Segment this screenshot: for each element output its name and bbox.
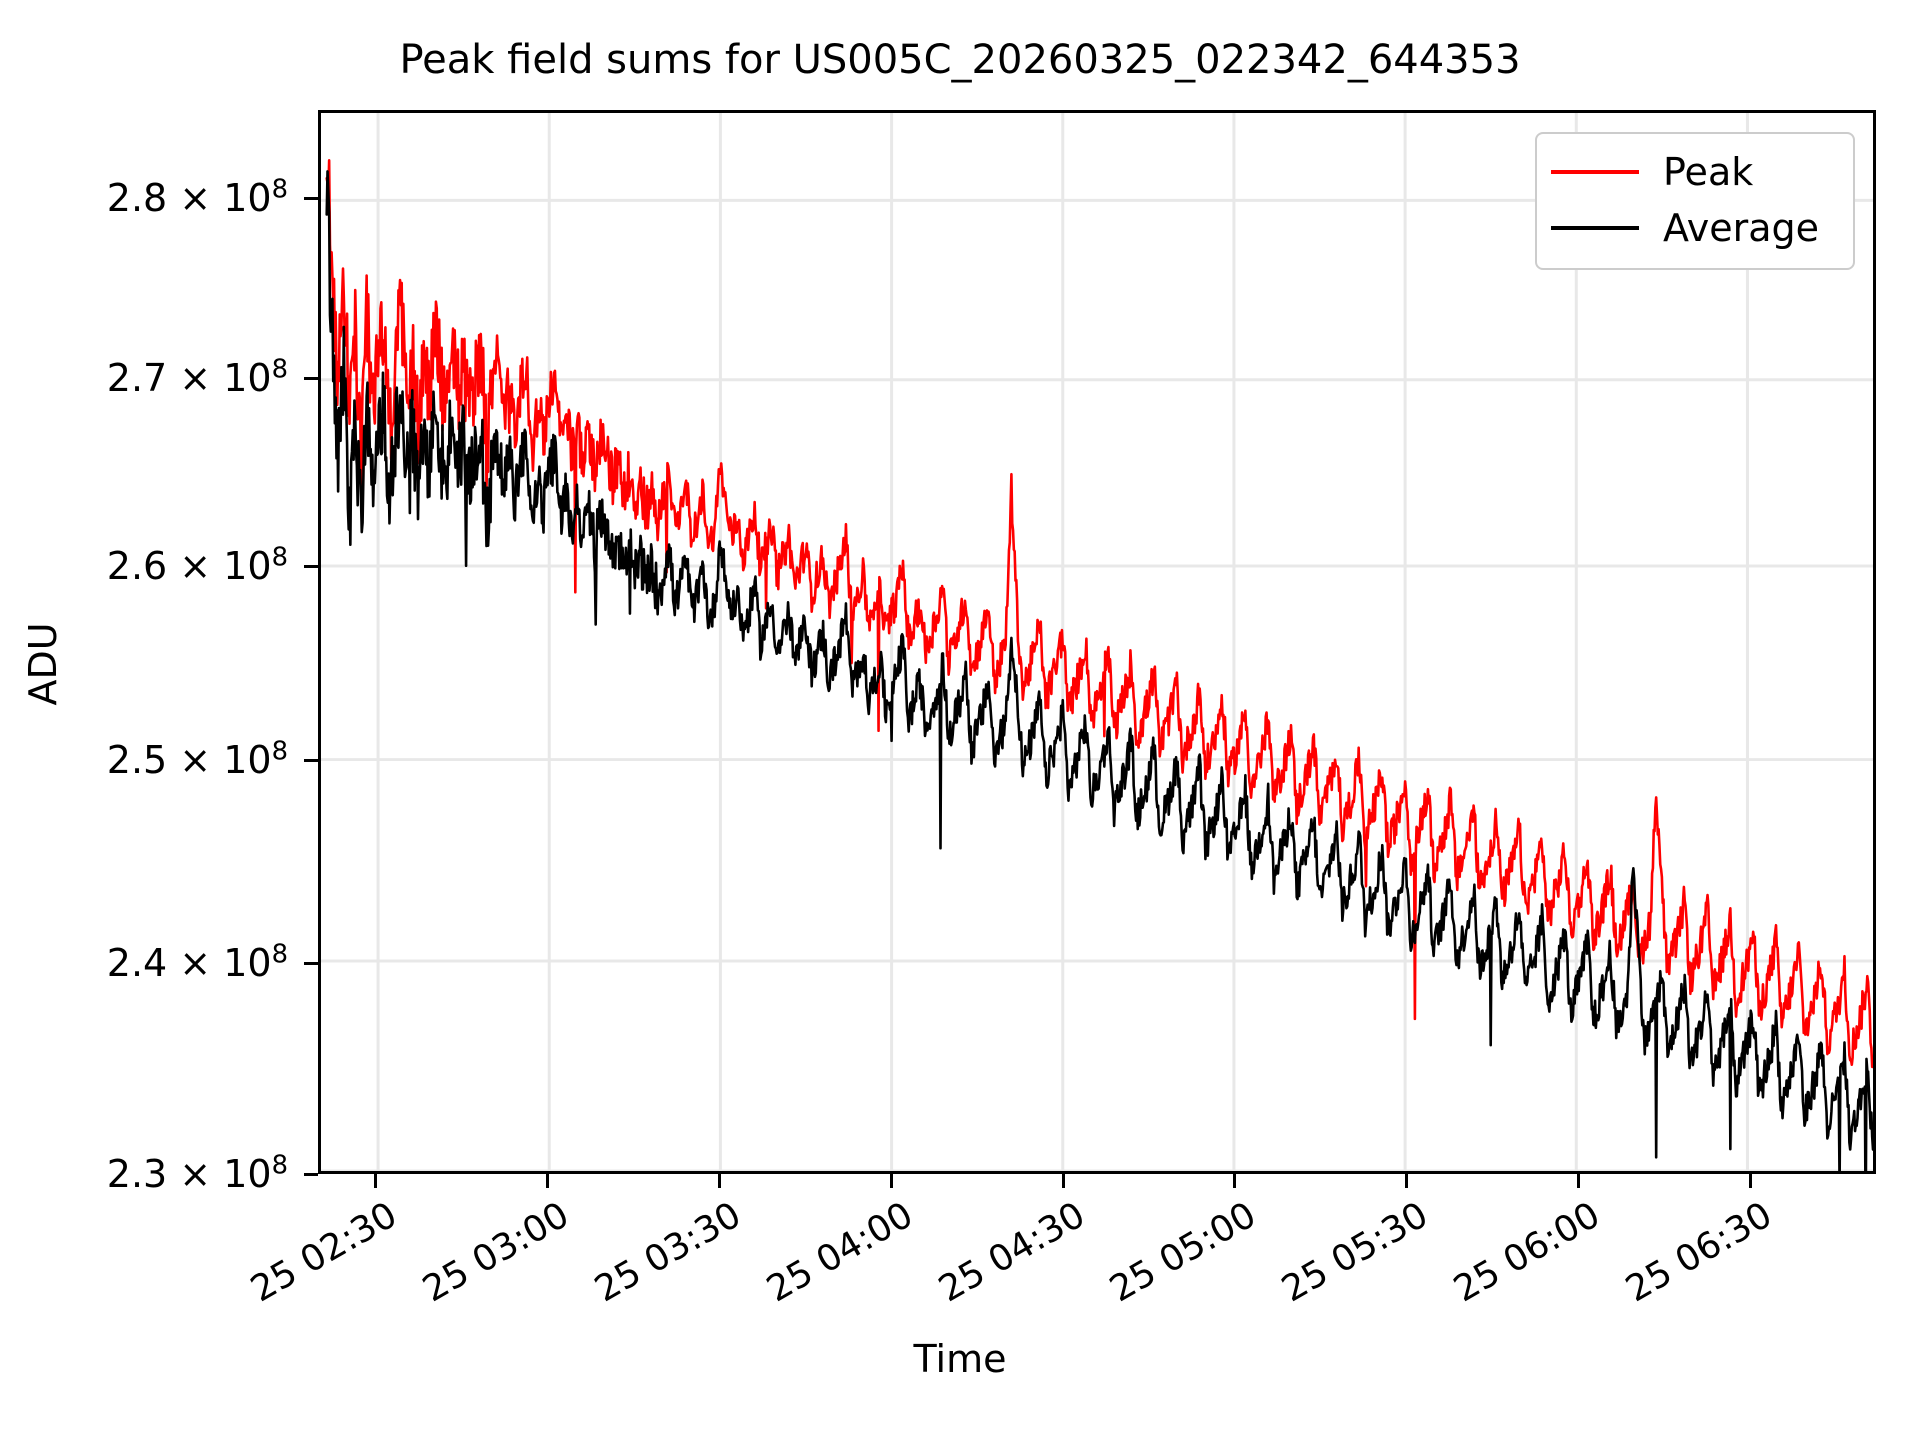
y-tick-mark xyxy=(304,961,318,965)
x-axis-label: Time xyxy=(913,1337,1007,1381)
data-series-peak xyxy=(325,159,1873,1069)
legend-item-peak[interactable]: Peak xyxy=(1551,144,1839,200)
x-tick-mark xyxy=(374,1174,378,1188)
legend-label-peak: Peak xyxy=(1663,150,1754,194)
y-tick-mark xyxy=(304,564,318,568)
x-tick-label: 25 03:00 xyxy=(416,1194,577,1311)
y-tick-mark xyxy=(304,1173,318,1176)
x-tick-mark xyxy=(1577,1174,1581,1188)
plot-canvas xyxy=(321,113,1873,1171)
y-tick-label: 2.5 × 108 xyxy=(106,736,288,783)
plot-area xyxy=(318,110,1876,1174)
y-tick-label: 2.7 × 108 xyxy=(106,354,288,401)
x-tick-label: 25 06:30 xyxy=(1619,1194,1779,1311)
x-tick-mark xyxy=(1748,1174,1752,1188)
y-axis-label: ADU xyxy=(21,622,65,706)
data-series-average xyxy=(325,170,1873,1171)
y-tick-label: 2.3 × 108 xyxy=(106,1150,288,1196)
x-tick-label: 25 05:00 xyxy=(1103,1194,1264,1311)
y-tick-mark xyxy=(304,759,318,763)
y-tick-label: 2.6 × 108 xyxy=(106,541,288,588)
y-tick-label: 2.4 × 108 xyxy=(106,939,288,985)
x-tick-mark xyxy=(1405,1174,1409,1188)
y-tick-label: 2.8 × 108 xyxy=(106,174,288,220)
legend-item-average[interactable]: Average xyxy=(1551,200,1839,256)
x-tick-mark xyxy=(889,1174,893,1188)
legend-swatch-peak xyxy=(1551,170,1639,174)
page-title: Peak field sums for US005C_20260325_0223… xyxy=(399,37,1521,83)
x-tick-label: 25 04:00 xyxy=(759,1194,920,1311)
y-tick-mark xyxy=(304,196,318,200)
x-tick-mark xyxy=(546,1174,550,1188)
x-tick-label: 25 05:30 xyxy=(1275,1194,1436,1311)
x-tick-label: 25 02:30 xyxy=(244,1194,405,1311)
chart-legend[interactable]: Peak Average xyxy=(1535,132,1855,270)
legend-label-average: Average xyxy=(1663,206,1820,250)
x-tick-label: 25 06:00 xyxy=(1447,1194,1608,1311)
x-tick-label: 25 04:30 xyxy=(931,1194,1092,1311)
data-series-group xyxy=(325,159,1873,1171)
y-tick-mark xyxy=(304,377,318,381)
x-tick-label: 25 03:30 xyxy=(588,1194,748,1311)
x-tick-mark xyxy=(1061,1174,1065,1188)
x-tick-mark xyxy=(1233,1174,1237,1188)
legend-swatch-average xyxy=(1551,226,1639,230)
x-tick-mark xyxy=(717,1174,721,1188)
